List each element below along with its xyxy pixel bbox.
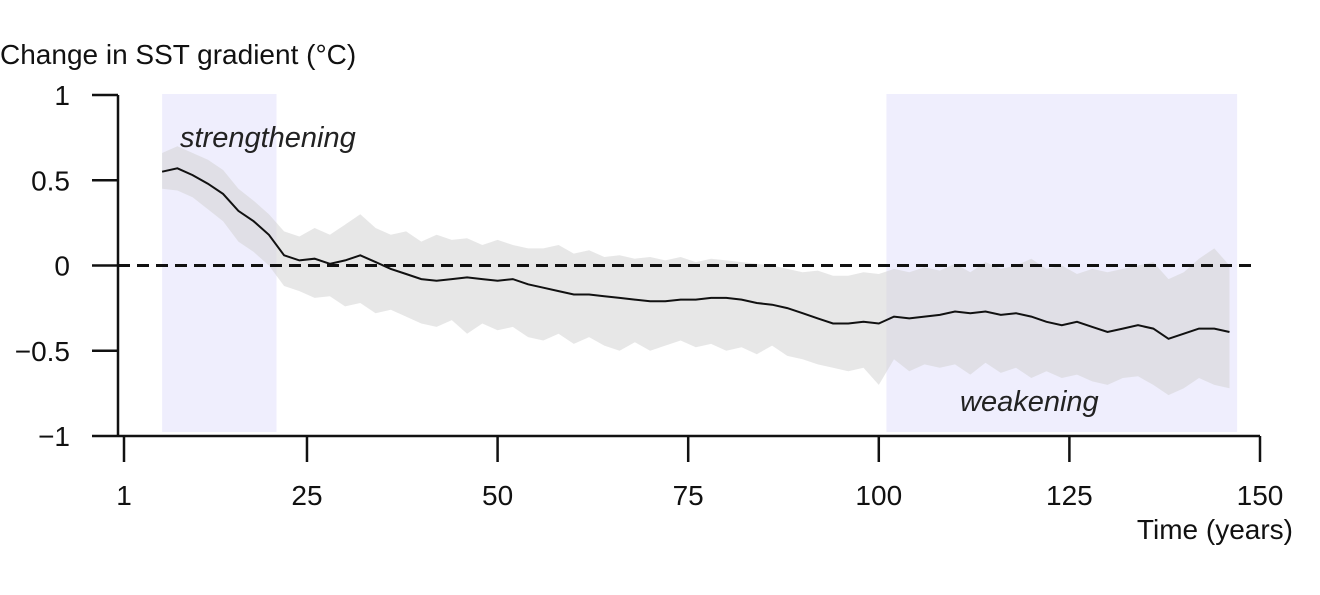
y-tick-label: 0.5 (31, 165, 70, 196)
x-tick-label: 75 (673, 480, 704, 511)
uncertainty-band (162, 146, 1230, 396)
y-tick-label: 0 (54, 251, 70, 282)
x-axis-title: Time (years) (1137, 514, 1293, 545)
x-tick-label: 125 (1046, 480, 1093, 511)
axes: 10.50−0.5−11 25 50 75 100 125 150 (15, 80, 1284, 511)
x-tick-label: 150 (1237, 480, 1284, 511)
x-tick-label: 1 (116, 480, 132, 511)
series-line (161, 167, 1230, 340)
region-annotations: strengthening weakening (180, 122, 1099, 418)
x-tick-label: 25 (291, 480, 322, 511)
annotation-strengthening: strengthening (180, 122, 356, 154)
x-tick-label: 100 (855, 480, 902, 511)
y-axis-title: Change in SST gradient (°C) (0, 39, 356, 70)
y-tick-label: −0.5 (15, 336, 70, 367)
x-tick-label: 50 (482, 480, 513, 511)
y-tick-label: −1 (38, 421, 70, 452)
y-tick-label: 1 (54, 80, 70, 111)
annotation-weakening: weakening (960, 386, 1099, 418)
